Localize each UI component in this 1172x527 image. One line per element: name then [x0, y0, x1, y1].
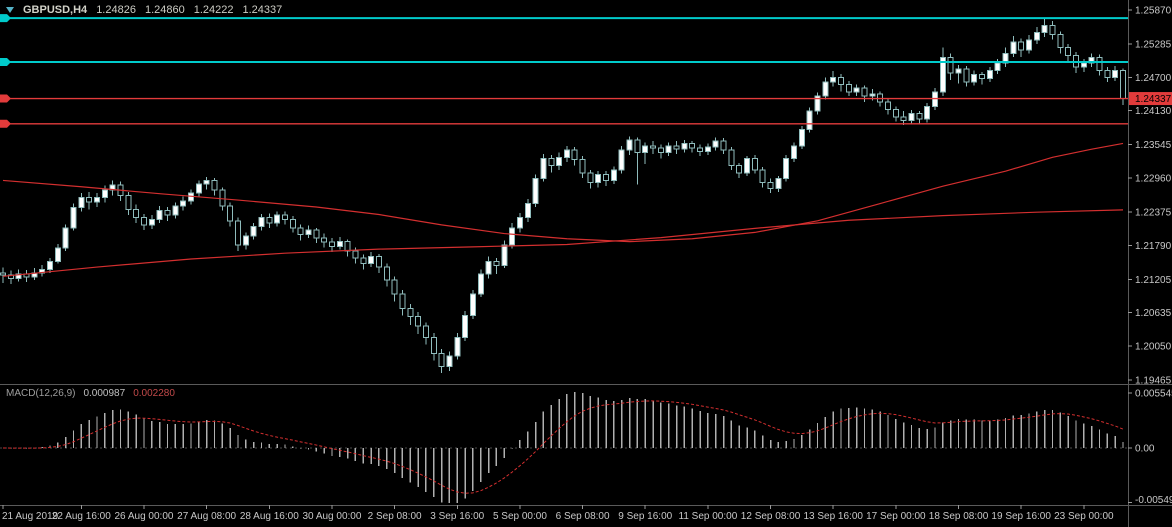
quote-close: 1.24337	[242, 4, 283, 16]
quote-high: 1.24860	[144, 4, 185, 16]
time-tick-label: 18 Sep 08:00	[929, 511, 989, 522]
current-price-tag	[1129, 92, 1172, 106]
time-tick-label: 26 Aug 00:00	[115, 511, 174, 522]
hline-left-tag-icon[interactable]	[0, 14, 11, 23]
price-tick-label: 1.20050	[1135, 342, 1172, 353]
macd-histogram	[10, 392, 1124, 503]
moving-average-fast	[2, 142, 1124, 243]
time-tick-label: 21 Aug 2019	[2, 511, 59, 522]
time-tick-label: 6 Sep 08:00	[556, 511, 610, 522]
time-tick-label: 17 Sep 00:00	[866, 511, 926, 522]
quote-low: 1.24222	[193, 4, 234, 16]
time-tick-label: 23 Sep 00:00	[1054, 511, 1114, 522]
price-axis[interactable]: 1.25870 1.25285 1.24700 1.24130 1.23545 1.229…	[1128, 6, 1172, 387]
time-tick-label: 30 Aug 00:00	[302, 511, 361, 522]
time-tick-label: 28 Aug 16:00	[240, 511, 299, 522]
horizontal-lines	[0, 14, 1128, 128]
price-tick-label: 1.21790	[1135, 241, 1172, 252]
macd-scale-label: 0.005545	[1135, 389, 1172, 400]
time-tick-label: 5 Sep 00:00	[493, 511, 547, 522]
hline-left-tag-icon[interactable]	[0, 119, 11, 128]
macd-name: MACD(12,26,9)	[6, 388, 76, 399]
price-tick-label: 1.22960	[1135, 174, 1172, 185]
price-tick-label: 1.24130	[1135, 106, 1172, 117]
price-tick-label: 1.25285	[1135, 39, 1172, 50]
quote-header: GBPUSD,H4 1.24826 1.24860 1.24222 1.2433…	[6, 4, 282, 16]
price-tick-label: 1.25870	[1135, 6, 1172, 17]
time-tick-label: 12 Sep 08:00	[741, 511, 801, 522]
macd-value-signal: 0.002280	[133, 388, 175, 399]
time-tick-label: 11 Sep 00:00	[679, 511, 738, 522]
moving-average-slow	[2, 209, 1124, 277]
macd-scale-label: -0.005493	[1135, 495, 1172, 506]
time-tick-label: 19 Sep 16:00	[991, 511, 1051, 522]
candlestick-series	[0, 18, 1126, 373]
price-tick-label: 1.21205	[1135, 275, 1172, 286]
macd-signal-line	[2, 400, 1124, 494]
price-tick-label: 1.20635	[1135, 308, 1172, 319]
time-tick-label: 9 Sep 16:00	[618, 511, 672, 522]
macd-value-main: 0.000987	[83, 388, 126, 399]
macd-panel: 0.005545 0.00 -0.005493	[0, 389, 1172, 506]
time-tick-label: 3 Sep 16:00	[430, 511, 484, 522]
hline-left-tag-icon[interactable]	[0, 94, 11, 103]
hline-left-tag-icon[interactable]	[0, 57, 11, 66]
price-tick-label: 1.19465	[1135, 376, 1172, 387]
symbol-period-label: GBPUSD,H4	[23, 4, 88, 16]
symbol-dropdown-icon[interactable]	[6, 7, 14, 13]
time-tick-label: 27 Aug 08:00	[177, 511, 236, 522]
quote-open: 1.24826	[96, 4, 136, 16]
time-tick-label: 2 Sep 08:00	[368, 511, 422, 522]
price-tick-label: 1.22375	[1135, 207, 1172, 218]
macd-scale-label: 0.00	[1135, 444, 1155, 455]
time-tick-label: 22 Aug 16:00	[52, 511, 111, 522]
price-tick-label: 1.24700	[1135, 73, 1172, 84]
macd-indicator-label: MACD(12,26,9) 0.000987 0.002280	[6, 388, 175, 399]
time-tick-label: 13 Sep 16:00	[803, 511, 863, 522]
price-tick-label: 1.23545	[1135, 140, 1172, 151]
current-price-label: 1.24337	[1135, 94, 1172, 105]
